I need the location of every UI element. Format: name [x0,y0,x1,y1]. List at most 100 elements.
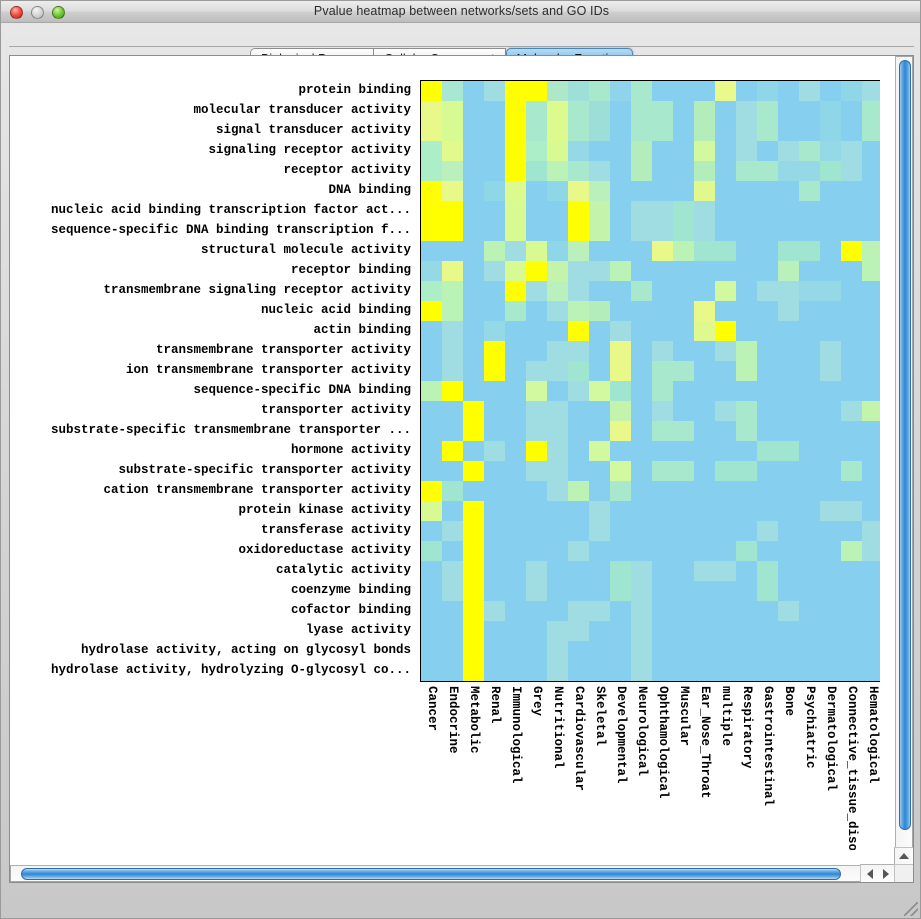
heatmap-cell[interactable] [757,581,778,601]
heatmap-cell[interactable] [589,441,610,461]
heatmap-cell[interactable] [442,461,463,481]
heatmap-cell[interactable] [694,241,715,261]
heatmap-cell[interactable] [841,301,862,321]
heatmap-cell[interactable] [589,81,610,101]
heatmap-cell[interactable] [547,501,568,521]
heatmap-cell[interactable] [442,101,463,121]
heatmap-cell[interactable] [778,641,799,661]
heatmap-cell[interactable] [631,561,652,581]
heatmap-cell[interactable] [421,361,442,381]
heatmap-cell[interactable] [673,121,694,141]
heatmap-cell[interactable] [799,461,820,481]
heatmap-cell[interactable] [715,321,736,341]
heatmap-cell[interactable] [547,581,568,601]
heatmap-cell[interactable] [652,281,673,301]
heatmap-cell[interactable] [715,421,736,441]
heatmap-cell[interactable] [547,181,568,201]
heatmap-cell[interactable] [694,321,715,341]
heatmap-cell[interactable] [610,541,631,561]
heatmap-cell[interactable] [610,261,631,281]
heatmap-cell[interactable] [505,601,526,621]
heatmap-cell[interactable] [820,661,841,681]
heatmap-cell[interactable] [463,401,484,421]
heatmap-cell[interactable] [778,521,799,541]
heatmap-cell[interactable] [862,201,880,221]
heatmap-cell[interactable] [736,381,757,401]
heatmap-cell[interactable] [547,381,568,401]
heatmap-cell[interactable] [484,561,505,581]
heatmap-cell[interactable] [694,661,715,681]
heatmap-cell[interactable] [568,281,589,301]
heatmap-cell[interactable] [673,621,694,641]
heatmap-cell[interactable] [421,561,442,581]
heatmap-cell[interactable] [736,101,757,121]
heatmap-cell[interactable] [757,221,778,241]
heatmap-cell[interactable] [568,641,589,661]
heatmap-cell[interactable] [841,201,862,221]
heatmap-cell[interactable] [757,261,778,281]
heatmap-cell[interactable] [715,401,736,421]
heatmap-cell[interactable] [484,441,505,461]
heatmap-cell[interactable] [778,501,799,521]
heatmap-cell[interactable] [841,161,862,181]
heatmap-cell[interactable] [652,201,673,221]
heatmap-cell[interactable] [715,141,736,161]
heatmap-cell[interactable] [547,401,568,421]
heatmap-cell[interactable] [442,81,463,101]
heatmap-cell[interactable] [862,381,880,401]
heatmap-cell[interactable] [841,501,862,521]
heatmap-cell[interactable] [421,161,442,181]
heatmap-cell[interactable] [610,661,631,681]
heatmap-cell[interactable] [631,101,652,121]
heatmap-cell[interactable] [484,161,505,181]
heatmap-cell[interactable] [484,221,505,241]
horizontal-scroll-buttons[interactable] [860,864,895,882]
heatmap-cell[interactable] [589,461,610,481]
heatmap-cell[interactable] [820,421,841,441]
heatmap-cell[interactable] [841,541,862,561]
heatmap-cell[interactable] [652,301,673,321]
heatmap-cell[interactable] [484,81,505,101]
heatmap-cell[interactable] [505,161,526,181]
heatmap-cell[interactable] [757,641,778,661]
heatmap-cell[interactable] [757,401,778,421]
heatmap-cell[interactable] [841,381,862,401]
heatmap-cell[interactable] [841,261,862,281]
heatmap-cell[interactable] [610,361,631,381]
heatmap-cell[interactable] [757,321,778,341]
heatmap-cell[interactable] [799,101,820,121]
heatmap-cell[interactable] [526,521,547,541]
heatmap-cell[interactable] [715,521,736,541]
heatmap-cell[interactable] [568,121,589,141]
heatmap-cell[interactable] [631,401,652,421]
heatmap-cell[interactable] [694,521,715,541]
heatmap-cell[interactable] [631,381,652,401]
heatmap-cell[interactable] [421,521,442,541]
heatmap-cell[interactable] [652,261,673,281]
heatmap-cell[interactable] [442,181,463,201]
heatmap-cell[interactable] [652,241,673,261]
heatmap-cell[interactable] [799,601,820,621]
heatmap-cell[interactable] [757,381,778,401]
heatmap-cell[interactable] [694,601,715,621]
heatmap-cell[interactable] [673,341,694,361]
heatmap-cell[interactable] [757,301,778,321]
heatmap-cell[interactable] [862,481,880,501]
heatmap-cell[interactable] [547,541,568,561]
heatmap-cell[interactable] [673,161,694,181]
heatmap-cell[interactable] [652,641,673,661]
heatmap-cell[interactable] [694,81,715,101]
heatmap-cell[interactable] [715,621,736,641]
heatmap-cell[interactable] [505,141,526,161]
heatmap-cell[interactable] [505,641,526,661]
heatmap-cell[interactable] [442,361,463,381]
heatmap-cell[interactable] [715,581,736,601]
heatmap-cell[interactable] [610,81,631,101]
heatmap-cell[interactable] [442,161,463,181]
heatmap-cell[interactable] [610,121,631,141]
heatmap-cell[interactable] [589,101,610,121]
heatmap-cell[interactable] [526,281,547,301]
heatmap-cell[interactable] [589,421,610,441]
heatmap-cell[interactable] [757,521,778,541]
heatmap-cell[interactable] [526,561,547,581]
